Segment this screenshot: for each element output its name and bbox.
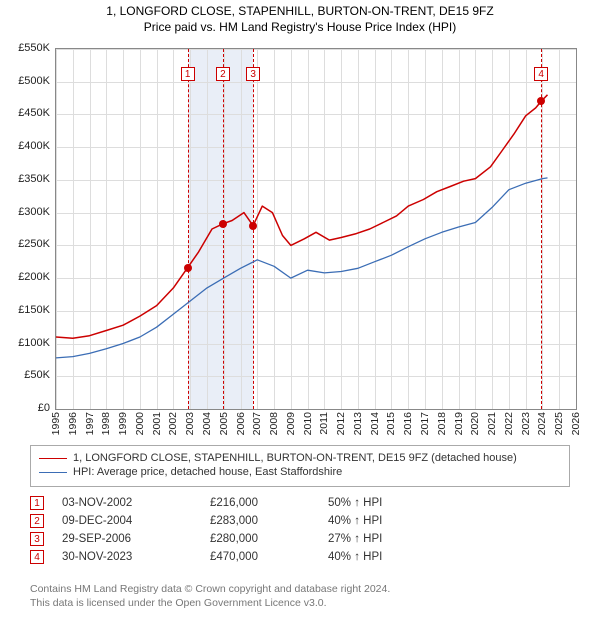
legend-swatch xyxy=(39,472,67,473)
chart-sale-dot xyxy=(219,220,227,228)
chart-x-tick-label: 1997 xyxy=(84,412,96,435)
chart-gridline-h xyxy=(56,409,576,410)
chart-sale-dot xyxy=(249,222,257,230)
sales-row-date: 03-NOV-2002 xyxy=(62,497,192,509)
chart-sale-index-box: 4 xyxy=(534,67,548,81)
chart-x-tick-label: 2004 xyxy=(201,412,213,435)
chart-x-tick-label: 2021 xyxy=(486,412,498,435)
sales-row-index: 4 xyxy=(30,550,44,564)
chart-y-tick-label: £550K xyxy=(5,42,50,54)
sales-row-index: 1 xyxy=(30,496,44,510)
chart-x-tick-label: 2012 xyxy=(335,412,347,435)
chart-x-tick-label: 2014 xyxy=(369,412,381,435)
chart-footer: Contains HM Land Registry data © Crown c… xyxy=(30,582,570,610)
chart-y-tick-label: £200K xyxy=(5,271,50,283)
chart-x-tick-label: 2026 xyxy=(570,412,582,435)
sales-row-index: 3 xyxy=(30,532,44,546)
legend-label: 1, LONGFORD CLOSE, STAPENHILL, BURTON-ON… xyxy=(73,452,517,464)
chart-sale-index-box: 2 xyxy=(216,67,230,81)
chart-x-tick-label: 2023 xyxy=(520,412,532,435)
legend-label: HPI: Average price, detached house, East… xyxy=(73,466,342,478)
footer-line-1: Contains HM Land Registry data © Crown c… xyxy=(30,582,570,596)
sales-row-index: 2 xyxy=(30,514,44,528)
chart-x-tick-label: 2007 xyxy=(251,412,263,435)
sales-row: 4 30-NOV-2023 £470,000 40% ↑ HPI xyxy=(30,550,570,564)
chart-sale-index-box: 3 xyxy=(246,67,260,81)
sales-row-delta: 50% ↑ HPI xyxy=(328,497,448,509)
chart-x-tick-label: 2024 xyxy=(536,412,548,435)
chart-plot-area: 1 2 3 4 xyxy=(55,48,577,410)
sales-row: 3 29-SEP-2006 £280,000 27% ↑ HPI xyxy=(30,532,570,546)
sales-row-date: 30-NOV-2023 xyxy=(62,551,192,563)
chart-legend: 1, LONGFORD CLOSE, STAPENHILL, BURTON-ON… xyxy=(30,445,570,487)
chart-x-tick-label: 2008 xyxy=(268,412,280,435)
sales-row-price: £470,000 xyxy=(210,551,310,563)
chart-y-tick-label: £100K xyxy=(5,337,50,349)
chart-y-tick-label: £50K xyxy=(5,369,50,381)
chart-series-hpi xyxy=(56,178,548,358)
sales-row: 1 03-NOV-2002 £216,000 50% ↑ HPI xyxy=(30,496,570,510)
chart-x-tick-label: 2002 xyxy=(167,412,179,435)
chart-title-address: 1, LONGFORD CLOSE, STAPENHILL, BURTON-ON… xyxy=(0,4,600,18)
chart-y-tick-label: £450K xyxy=(5,107,50,119)
chart-x-tick-label: 2000 xyxy=(134,412,146,435)
chart-sale-dot xyxy=(537,97,545,105)
sales-row-delta: 40% ↑ HPI xyxy=(328,515,448,527)
chart-x-tick-label: 1999 xyxy=(117,412,129,435)
chart-x-tick-label: 2022 xyxy=(503,412,515,435)
sales-row: 2 09-DEC-2004 £283,000 40% ↑ HPI xyxy=(30,514,570,528)
chart-y-tick-label: £500K xyxy=(5,75,50,87)
sales-row-price: £283,000 xyxy=(210,515,310,527)
chart: 1234 £0£50K£100K£150K£200K£250K£300K£350… xyxy=(10,40,590,440)
chart-series-property xyxy=(56,95,548,338)
chart-y-tick-label: £300K xyxy=(5,206,50,218)
chart-x-tick-label: 2006 xyxy=(235,412,247,435)
footer-line-2: This data is licensed under the Open Gov… xyxy=(30,596,570,610)
chart-x-tick-label: 2005 xyxy=(218,412,230,435)
sales-row-date: 09-DEC-2004 xyxy=(62,515,192,527)
sales-row-price: £280,000 xyxy=(210,533,310,545)
legend-item: 1, LONGFORD CLOSE, STAPENHILL, BURTON-ON… xyxy=(39,452,561,464)
chart-x-tick-label: 2013 xyxy=(352,412,364,435)
chart-x-tick-label: 1998 xyxy=(100,412,112,435)
chart-series-svg xyxy=(56,49,576,409)
chart-x-tick-label: 2011 xyxy=(318,412,330,435)
chart-x-tick-label: 2010 xyxy=(302,412,314,435)
sales-row-price: £216,000 xyxy=(210,497,310,509)
chart-x-tick-label: 2003 xyxy=(184,412,196,435)
chart-x-tick-label: 2017 xyxy=(419,412,431,435)
legend-item: HPI: Average price, detached house, East… xyxy=(39,466,561,478)
legend-swatch xyxy=(39,458,67,459)
chart-y-tick-label: £150K xyxy=(5,304,50,316)
chart-x-tick-label: 1995 xyxy=(50,412,62,435)
chart-x-tick-label: 1996 xyxy=(67,412,79,435)
chart-x-tick-label: 2015 xyxy=(385,412,397,435)
page: 1, LONGFORD CLOSE, STAPENHILL, BURTON-ON… xyxy=(0,0,600,620)
sales-row-date: 29-SEP-2006 xyxy=(62,533,192,545)
chart-sale-dot xyxy=(184,264,192,272)
sales-row-delta: 40% ↑ HPI xyxy=(328,551,448,563)
sales-row-delta: 27% ↑ HPI xyxy=(328,533,448,545)
chart-x-tick-label: 2009 xyxy=(285,412,297,435)
chart-x-tick-label: 2016 xyxy=(402,412,414,435)
chart-x-tick-label: 2020 xyxy=(469,412,481,435)
chart-sale-index-box: 1 xyxy=(181,67,195,81)
chart-x-tick-label: 2019 xyxy=(453,412,465,435)
chart-subtitle: Price paid vs. HM Land Registry's House … xyxy=(0,20,600,34)
chart-titles: 1, LONGFORD CLOSE, STAPENHILL, BURTON-ON… xyxy=(0,0,600,34)
chart-y-tick-label: £350K xyxy=(5,173,50,185)
sales-table: 1 03-NOV-2002 £216,000 50% ↑ HPI 2 09-DEC-200… xyxy=(30,492,570,568)
chart-x-tick-label: 2025 xyxy=(553,412,565,435)
chart-x-tick-label: 2001 xyxy=(151,412,163,435)
chart-y-tick-label: £250K xyxy=(5,238,50,250)
chart-x-tick-label: 2018 xyxy=(436,412,448,435)
chart-y-tick-label: £0 xyxy=(5,402,50,414)
chart-gridline-v xyxy=(576,49,577,409)
chart-y-tick-label: £400K xyxy=(5,140,50,152)
